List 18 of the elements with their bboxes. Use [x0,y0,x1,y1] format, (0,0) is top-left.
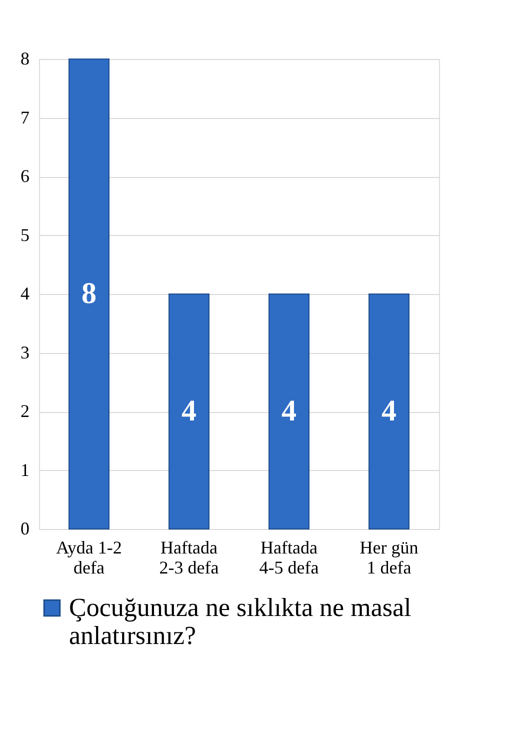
y-tick-label: 7 [20,107,30,128]
data-label: 8 [82,277,96,310]
data-label: 4 [282,394,296,428]
y-tick-label: 3 [20,342,30,362]
y-tick-label: 6 [20,166,30,186]
y-tick-label: 4 [20,284,30,304]
x-tick-label: Ayda 1-2 defa [56,538,122,578]
x-tick-label: Haftada 2-3 defa [159,538,219,578]
y-tick-label: 1 [20,460,30,480]
data-label: 4 [182,394,196,428]
y-tick-label: 8 [20,48,30,68]
legend-label: Çocuğunuza ne sıklıkta ne masal anlatırsınız? [69,593,412,650]
y-tick-label: 5 [20,224,30,245]
x-tick-label: Her gün 1 defa [360,538,418,578]
x-tick-label: Haftada 4-5 defa [259,538,319,578]
data-label: 4 [382,394,396,428]
y-tick-label: 0 [20,518,30,538]
y-tick-label: 2 [20,401,30,421]
